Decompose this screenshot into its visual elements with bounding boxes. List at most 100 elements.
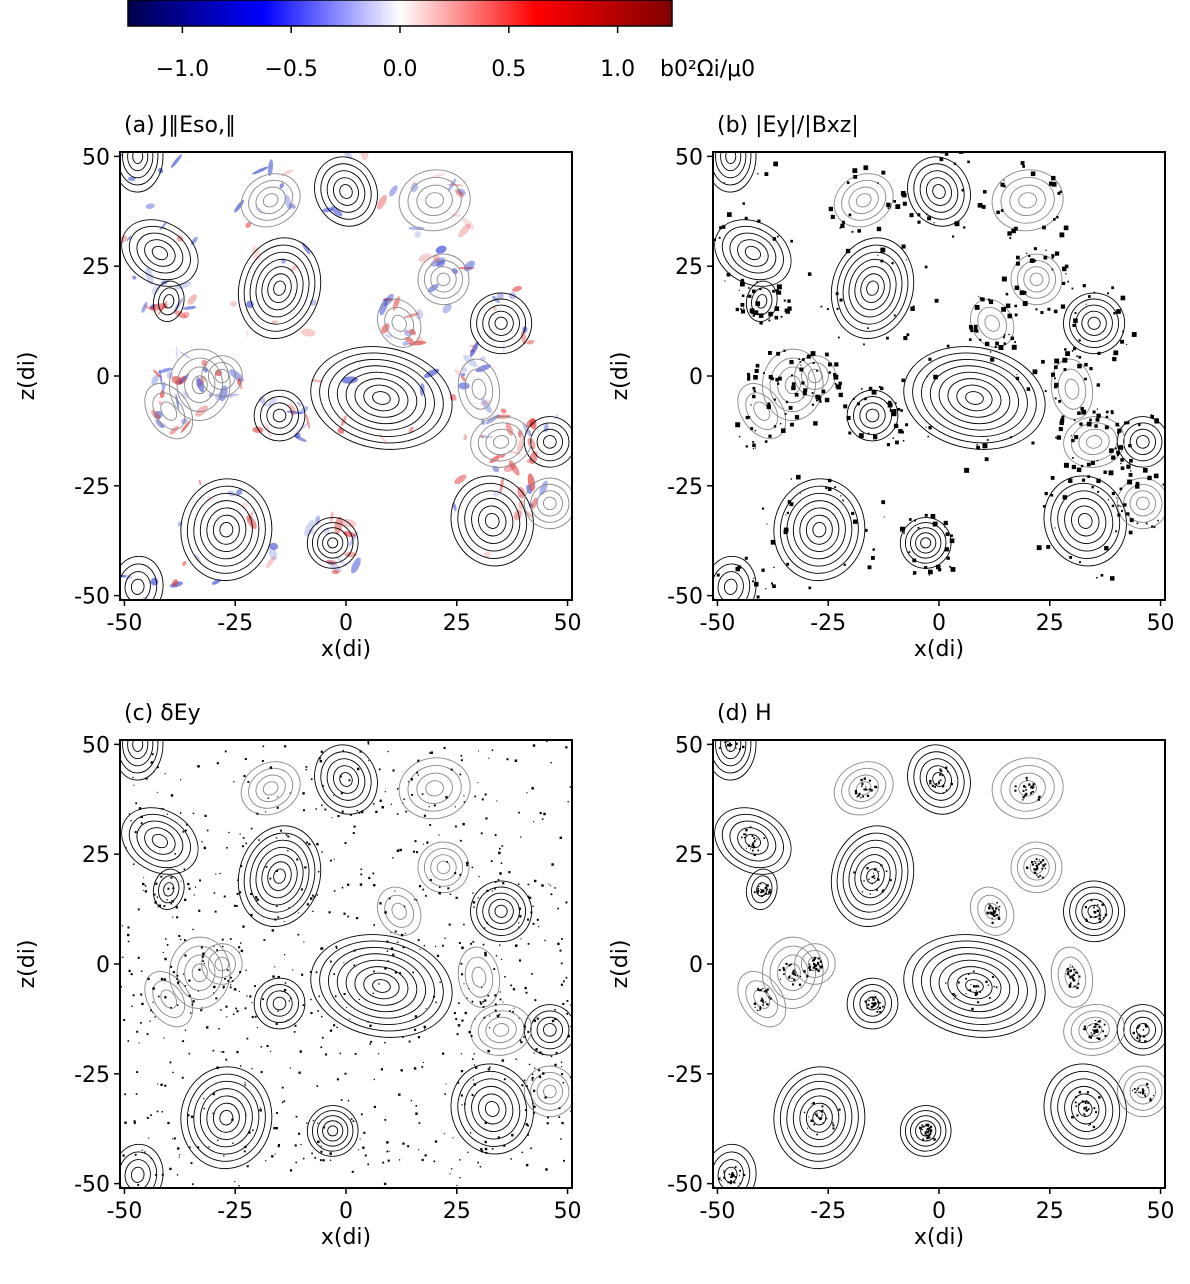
speckle — [414, 840, 417, 843]
speckle — [372, 992, 374, 995]
speckle — [1067, 280, 1069, 283]
speckle — [302, 792, 305, 795]
speckle — [160, 875, 163, 878]
speckle — [759, 988, 762, 992]
speckle — [206, 829, 209, 832]
field-line — [1078, 1016, 1110, 1044]
speckle — [967, 989, 969, 991]
speckle — [310, 1012, 313, 1015]
field-patch — [458, 382, 470, 390]
field-patch — [153, 369, 162, 378]
speckle — [1068, 975, 1071, 977]
speckle — [274, 966, 276, 968]
speckle — [390, 803, 392, 805]
speckle — [843, 404, 848, 409]
speckle — [761, 507, 765, 510]
field-line — [430, 266, 457, 293]
speckle — [851, 511, 855, 515]
speckle — [902, 530, 904, 532]
speckle — [876, 889, 878, 892]
speckle — [269, 1050, 272, 1052]
field-patch — [379, 298, 388, 316]
speckle — [893, 423, 899, 429]
speckle — [373, 924, 376, 926]
speckle — [1041, 359, 1045, 364]
speckle — [1022, 165, 1025, 168]
speckle — [882, 1005, 884, 1008]
speckle — [939, 779, 942, 782]
speckle — [428, 806, 430, 808]
field-patch — [127, 176, 136, 181]
speckle — [372, 872, 375, 875]
speckle — [134, 1153, 137, 1156]
field-patch — [145, 267, 154, 285]
speckle — [756, 1009, 759, 1012]
field-patch — [323, 527, 330, 534]
speckle — [1039, 862, 1042, 864]
speckle — [813, 1123, 816, 1126]
speckle — [256, 898, 259, 901]
speckle — [417, 774, 419, 776]
speckle — [1002, 336, 1006, 339]
speckle — [333, 890, 336, 892]
speckle — [533, 1019, 537, 1022]
speckle — [254, 1015, 257, 1018]
speckle — [742, 202, 745, 205]
speckle — [524, 1028, 526, 1030]
speckle — [702, 569, 704, 571]
speckle — [532, 905, 534, 907]
speckle — [788, 405, 793, 410]
speckle — [1078, 355, 1082, 359]
speckle — [746, 295, 749, 298]
speckle — [472, 892, 474, 894]
field-line — [745, 280, 778, 323]
field-line — [326, 170, 366, 213]
speckle — [906, 333, 910, 337]
field-line — [471, 1085, 514, 1132]
speckle — [836, 307, 839, 310]
speckle — [125, 847, 127, 849]
speckle — [416, 851, 419, 854]
field-line — [1116, 416, 1165, 468]
field-line — [1057, 1078, 1114, 1140]
speckle — [945, 766, 948, 769]
field-patch — [159, 369, 163, 387]
field-line — [904, 522, 947, 564]
speckle — [779, 422, 782, 425]
speckle — [132, 776, 134, 779]
speckle — [541, 884, 544, 887]
field-line — [163, 882, 175, 897]
speckle — [811, 392, 814, 394]
speckle — [310, 998, 312, 1001]
speckle — [751, 843, 755, 847]
speckle — [501, 845, 504, 847]
speckle — [1040, 861, 1042, 863]
speckle — [569, 1110, 572, 1112]
speckle — [156, 896, 159, 898]
speckle — [289, 997, 292, 1000]
speckle — [867, 327, 869, 330]
speckle — [1086, 462, 1091, 467]
speckle — [1064, 264, 1069, 269]
speckle — [1079, 422, 1083, 426]
speckle — [921, 1128, 923, 1131]
speckle — [922, 1138, 925, 1141]
speckle — [525, 991, 528, 994]
field-line — [745, 868, 778, 911]
field-line — [151, 833, 168, 849]
field-patch — [485, 414, 500, 425]
speckle — [976, 984, 978, 986]
speckle — [271, 929, 275, 932]
field-line — [391, 314, 407, 332]
y-tick-label: -50 — [667, 1173, 703, 1198]
speckle — [487, 1049, 490, 1053]
field-line — [1129, 428, 1157, 455]
speckle — [275, 837, 278, 839]
speckle — [866, 1007, 869, 1010]
plot-area — [702, 152, 1165, 600]
speckle — [961, 188, 965, 192]
speckle — [1078, 1090, 1082, 1094]
speckle — [1081, 478, 1086, 482]
speckle — [768, 996, 770, 998]
field-line — [745, 980, 779, 1018]
